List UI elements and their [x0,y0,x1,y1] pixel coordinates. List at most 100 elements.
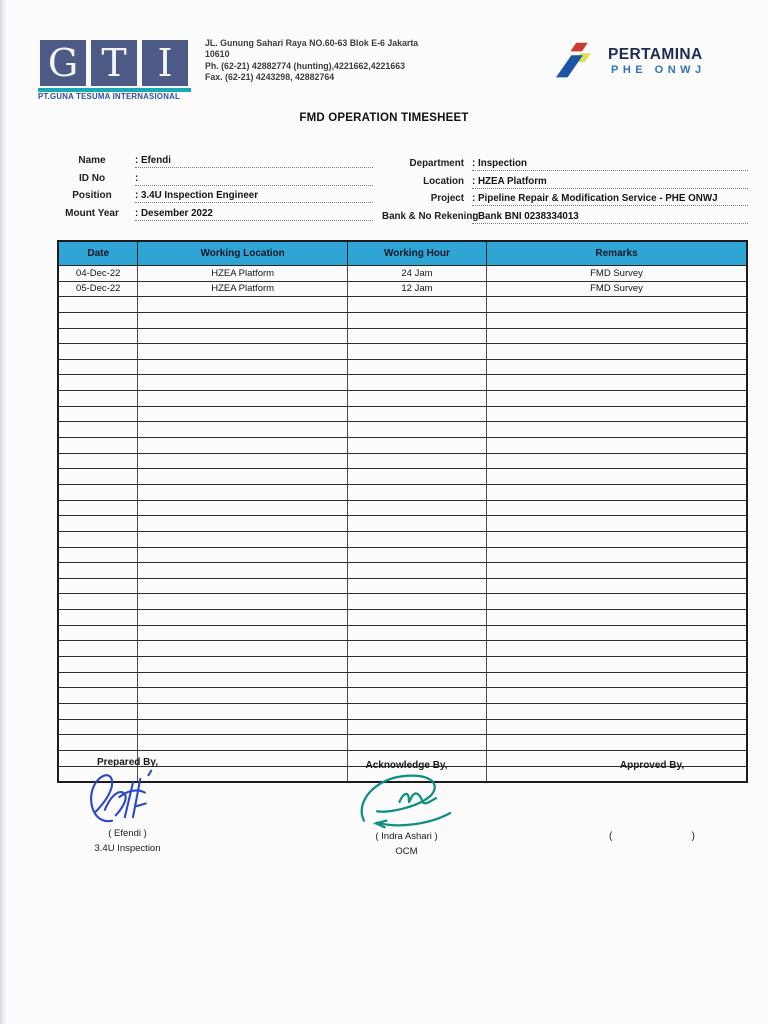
table-cell [486,374,748,392]
table-cell [57,546,139,564]
table-row [57,687,748,704]
table-cell [346,656,488,673]
field-id-no: ID No : [57,168,373,186]
prepared-signature-area [55,768,200,828]
table-cell [346,562,488,579]
fields-right: Department : Inspection Location : HZEA … [382,153,748,225]
table-cell [486,530,748,548]
approved-signature-area [578,771,726,831]
field-label: Location [423,175,464,187]
table-row [57,452,748,470]
pertamina-arrow-icon [556,42,591,78]
table-cell [57,499,139,517]
table-row: 05-Dec-22 HZEA Platform 12 Jam FMD Survey [57,280,748,298]
table-row [57,390,748,407]
field-value: : [135,173,373,186]
header-date: Date [57,240,139,266]
table-cell [137,390,348,407]
table-cell [346,483,488,501]
signature-acknowledge: Acknowledge By, ( Indra Ashari ) OCM [334,760,479,857]
table-cell [137,374,348,392]
address-line: JL. Gunung Sahari Raya NO.60-63 Blok E-6… [205,38,419,48]
table-cell [57,452,139,470]
table-row [57,530,748,548]
table-cell [486,468,748,485]
field-value: : Desember 2022 [135,208,373,222]
table-cell: HZEA Platform [137,265,348,282]
table-cell: HZEA Platform [137,280,348,298]
table-row [57,702,748,720]
table-cell [57,577,139,595]
acknowledge-signature-area [334,771,479,831]
acknowledge-by-label: Acknowledge By, [365,760,448,771]
table-row [57,515,748,532]
table-cell [57,390,139,407]
field-position: Position : 3.4U Inspection Engineer [57,186,373,204]
table-cell [486,437,748,454]
gti-letter-i: I [142,40,188,86]
table-cell [137,765,348,783]
gti-teal-bar [38,88,191,92]
table-cell [346,374,488,392]
acknowledge-name: ( Indra Ashari ) [375,831,438,842]
table-cell [346,390,488,407]
table-cell [486,452,748,470]
table-cell [137,296,348,313]
table-cell [486,327,748,345]
table-row [57,296,748,313]
table-row [57,593,748,611]
table-row [57,437,748,454]
table-cell [57,468,139,485]
table-cell [137,577,348,595]
table-cell [346,702,488,720]
address-line: Ph. (62-21) 42882774 (hunting),4221662,4… [205,60,405,71]
header-remarks: Remarks [486,240,748,266]
table-row [57,624,748,642]
table-cell [346,468,488,485]
field-label: ID No [78,172,106,184]
field-location: Location : HZEA Platform [382,171,748,189]
table-cell [486,609,748,626]
table-cell [57,437,139,454]
table-cell [137,437,348,454]
address-line: 10610 [205,49,230,60]
table-cell [346,499,488,517]
gti-logo: G T I [40,40,188,86]
table-row [57,483,748,501]
table-row [57,671,748,689]
table-cell [137,405,348,423]
table-row [57,546,748,564]
table-header-row: Date Working Location Working Hour Remar… [57,240,748,266]
table-row: 04-Dec-22 HZEA Platform 24 Jam FMD Survey [57,265,748,282]
table-cell [486,702,748,720]
approved-by-label: Approved By, [619,760,685,771]
table-cell [137,640,348,658]
table-cell: 12 Jam [346,280,488,298]
table-cell [486,765,748,783]
table-cell: 24 Jam [346,265,488,282]
table-cell [137,499,348,517]
table-cell [137,421,348,439]
field-value: : Pipeline Repair & Modification Service… [472,193,748,207]
table-cell [57,656,139,673]
table-row [57,311,748,329]
table-cell [486,343,748,360]
table-cell [137,327,348,345]
table-cell [346,609,488,626]
table-cell [486,624,748,642]
table-cell [346,311,488,329]
table-cell [486,405,748,423]
prepared-role: 3.4U Inspection [94,843,161,854]
paren-open: ( [609,831,613,842]
table-cell [137,656,348,673]
table-cell [57,515,139,532]
table-cell [486,546,748,564]
field-label: Bank & No Rekening [382,211,479,223]
table-cell [57,640,139,658]
table-cell [486,562,748,579]
table-cell [137,562,348,579]
table-cell [57,374,139,392]
prepared-name: ( Efendi ) [108,828,147,839]
table-cell [57,405,139,423]
